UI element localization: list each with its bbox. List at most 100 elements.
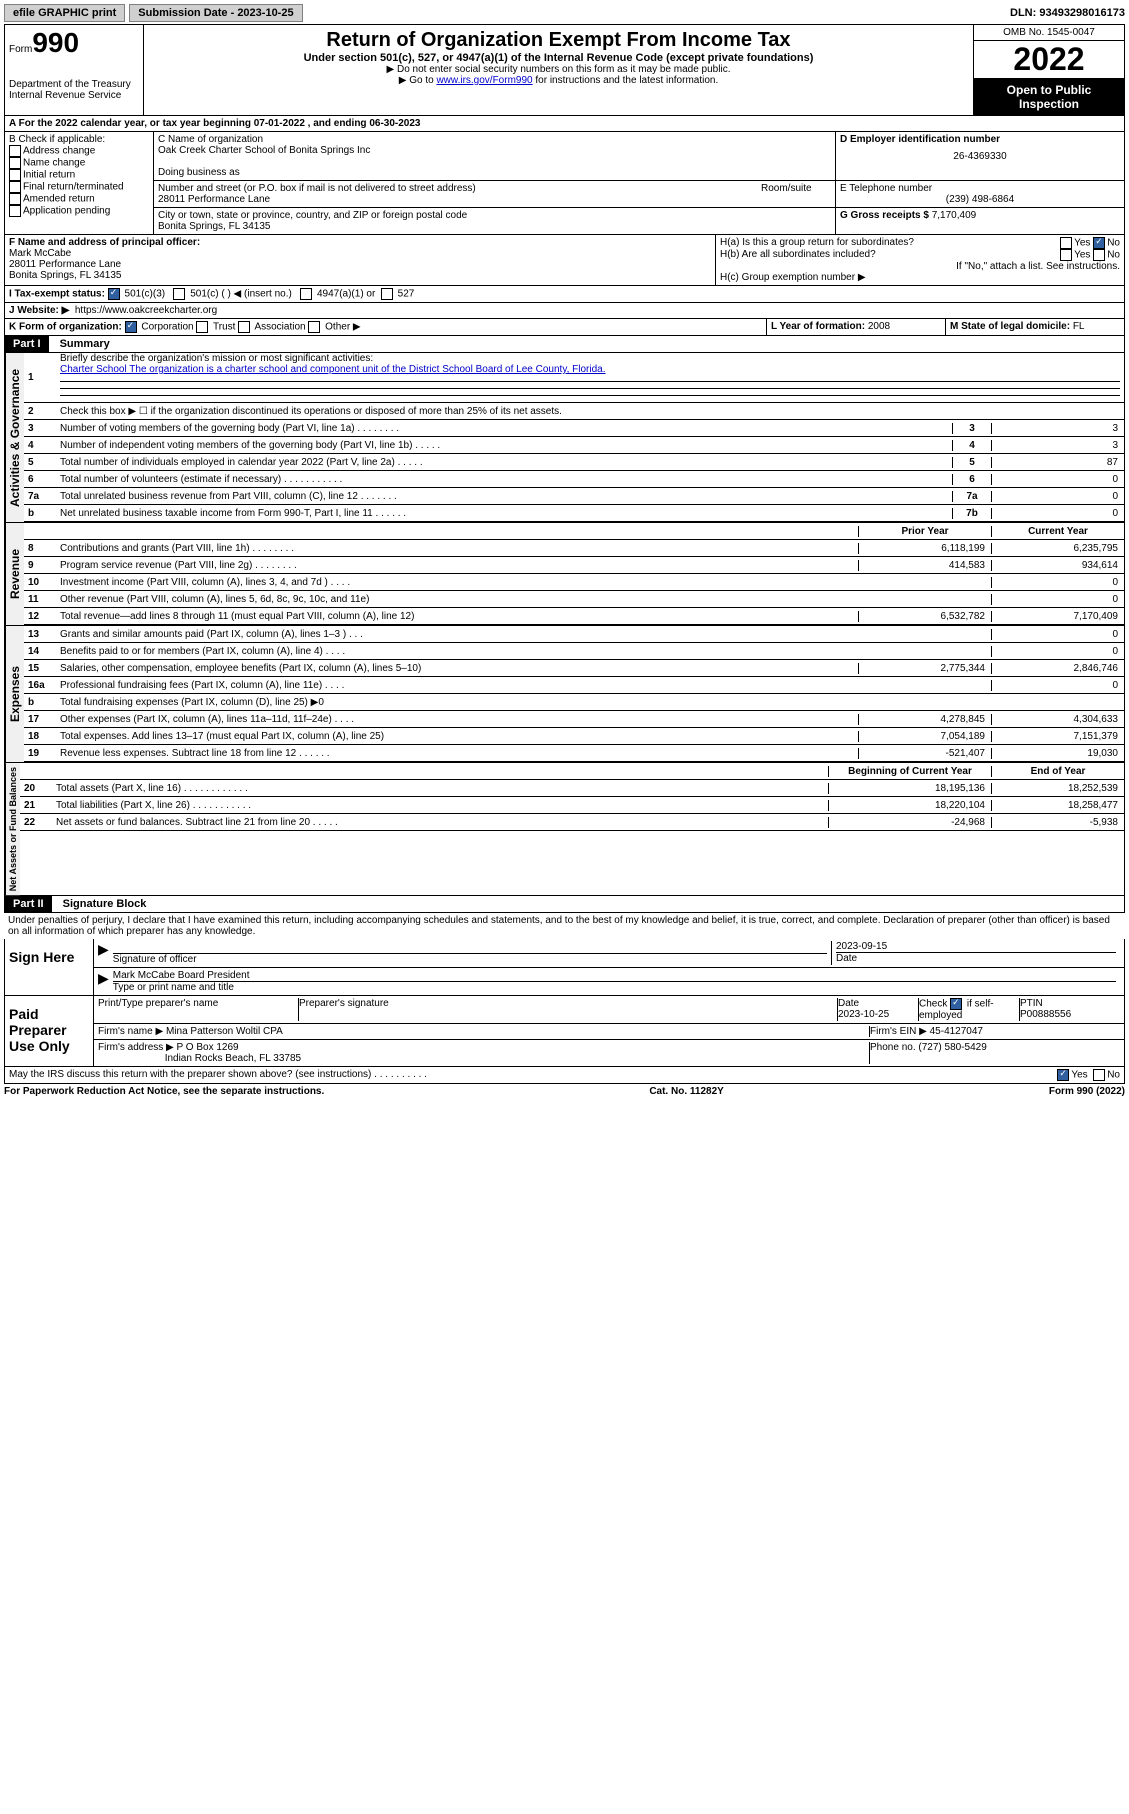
table-row: 15Salaries, other compensation, employee… bbox=[24, 660, 1124, 677]
addr-cell: Number and street (or P.O. box if mail i… bbox=[154, 181, 836, 207]
table-row: 14Benefits paid to or for members (Part … bbox=[24, 643, 1124, 660]
part1-title: Summary bbox=[52, 336, 118, 352]
gross-receipts: 7,170,409 bbox=[932, 210, 977, 221]
i-4947[interactable] bbox=[300, 288, 312, 300]
discuss-yes[interactable] bbox=[1057, 1069, 1069, 1081]
footer-mid: Cat. No. 11282Y bbox=[649, 1086, 723, 1097]
section-bcd: B Check if applicable: Address change Na… bbox=[4, 132, 1125, 235]
irs-link[interactable]: www.irs.gov/Form990 bbox=[436, 75, 532, 86]
city-value: Bonita Springs, FL 34135 bbox=[158, 221, 831, 232]
table-row: 10Investment income (Part VIII, column (… bbox=[24, 574, 1124, 591]
check-amended[interactable] bbox=[9, 193, 21, 205]
dept-label: Department of the Treasury Internal Reve… bbox=[9, 79, 139, 101]
dln-text: DLN: 93493298016173 bbox=[1010, 7, 1125, 19]
ha-no[interactable] bbox=[1093, 237, 1105, 249]
e-label: E Telephone number bbox=[840, 183, 1120, 194]
arrow-icon: ▶ bbox=[98, 970, 109, 993]
rev-section: Revenue Prior Year Current Year 8Contrib… bbox=[4, 523, 1125, 626]
table-row: 11Other revenue (Part VIII, column (A), … bbox=[24, 591, 1124, 608]
room-label: Room/suite bbox=[757, 183, 831, 205]
i-501c[interactable] bbox=[173, 288, 185, 300]
header-right: OMB No. 1545-0047 2022 Open to Public In… bbox=[973, 25, 1124, 115]
form-subtitle: Under section 501(c), 527, or 4947(a)(1)… bbox=[148, 52, 969, 64]
form-label: Form bbox=[9, 44, 32, 55]
d-label: D Employer identification number bbox=[840, 134, 1120, 145]
row-fh: F Name and address of principal officer:… bbox=[4, 235, 1125, 286]
k-other[interactable] bbox=[308, 321, 320, 333]
city-label: City or town, state or province, country… bbox=[158, 210, 831, 221]
sign-here-block: Sign Here ▶ Signature of officer 2023-09… bbox=[4, 939, 1125, 996]
part2-header: Part II bbox=[5, 896, 52, 912]
part2-header-row: Part II Signature Block bbox=[4, 896, 1125, 913]
footer: For Paperwork Reduction Act Notice, see … bbox=[4, 1084, 1125, 1099]
hb-no[interactable] bbox=[1093, 249, 1105, 261]
table-row: 12Total revenue—add lines 8 through 11 (… bbox=[24, 608, 1124, 625]
website-value: https://www.oakcreekcharter.org bbox=[75, 305, 217, 316]
form-header: Form990 Department of the Treasury Inter… bbox=[4, 24, 1125, 116]
omb-number: OMB No. 1545-0047 bbox=[974, 25, 1124, 41]
table-row: 8Contributions and grants (Part VIII, li… bbox=[24, 540, 1124, 557]
gov-section: Activities & Governance 1 Briefly descri… bbox=[4, 353, 1125, 523]
form-number: 990 bbox=[32, 27, 79, 58]
footer-right: Form 990 (2022) bbox=[1049, 1086, 1125, 1097]
k-corp[interactable] bbox=[125, 321, 137, 333]
phone-value: (239) 498-6864 bbox=[840, 194, 1120, 205]
self-emp-check[interactable] bbox=[950, 998, 962, 1010]
k-trust[interactable] bbox=[196, 321, 208, 333]
org-name: Oak Creek Charter School of Bonita Sprin… bbox=[158, 145, 831, 156]
table-row: 6Total number of volunteers (estimate if… bbox=[24, 471, 1124, 488]
table-row: 9Program service revenue (Part VIII, lin… bbox=[24, 557, 1124, 574]
table-row: bTotal fundraising expenses (Part IX, co… bbox=[24, 694, 1124, 711]
table-row: 7aTotal unrelated business revenue from … bbox=[24, 488, 1124, 505]
footer-left: For Paperwork Reduction Act Notice, see … bbox=[4, 1086, 324, 1097]
f-officer: F Name and address of principal officer:… bbox=[5, 235, 716, 285]
col-cd: C Name of organization Oak Creek Charter… bbox=[154, 132, 1124, 234]
check-addr[interactable] bbox=[9, 145, 21, 157]
col-b: B Check if applicable: Address change Na… bbox=[5, 132, 154, 234]
i-527[interactable] bbox=[381, 288, 393, 300]
table-row: 5Total number of individuals employed in… bbox=[24, 454, 1124, 471]
g-receipts-cell: G Gross receipts $ 7,170,409 bbox=[836, 208, 1124, 234]
row-a: A For the 2022 calendar year, or tax yea… bbox=[4, 116, 1125, 132]
table-row: 16aProfessional fundraising fees (Part I… bbox=[24, 677, 1124, 694]
ha-yes[interactable] bbox=[1060, 237, 1072, 249]
check-pending[interactable] bbox=[9, 205, 21, 217]
side-exp: Expenses bbox=[5, 626, 24, 762]
declaration: Under penalties of perjury, I declare th… bbox=[4, 913, 1125, 939]
check-final[interactable] bbox=[9, 181, 21, 193]
table-row: 22Net assets or fund balances. Subtract … bbox=[20, 814, 1124, 831]
part2-title: Signature Block bbox=[55, 896, 155, 912]
hb-yes[interactable] bbox=[1060, 249, 1072, 261]
exp-section: Expenses 13Grants and similar amounts pa… bbox=[4, 626, 1125, 763]
submission-date-button[interactable]: Submission Date - 2023-10-25 bbox=[129, 4, 302, 22]
side-gov: Activities & Governance bbox=[5, 353, 24, 522]
discuss-no[interactable] bbox=[1093, 1069, 1105, 1081]
mission-text[interactable]: Charter School The organization is a cha… bbox=[60, 364, 605, 375]
dba-label: Doing business as bbox=[158, 167, 831, 178]
efile-button[interactable]: efile GRAPHIC print bbox=[4, 4, 125, 22]
addr-label: Number and street (or P.O. box if mail i… bbox=[158, 183, 757, 194]
table-row: 18Total expenses. Add lines 13–17 (must … bbox=[24, 728, 1124, 745]
table-row: 21Total liabilities (Part X, line 26) . … bbox=[20, 797, 1124, 814]
arrow-icon: ▶ bbox=[98, 941, 109, 965]
form-note1: ▶ Do not enter social security numbers o… bbox=[148, 64, 969, 75]
table-row: 13Grants and similar amounts paid (Part … bbox=[24, 626, 1124, 643]
side-net: Net Assets or Fund Balances bbox=[5, 763, 20, 895]
row-i: I Tax-exempt status: 501(c)(3) 501(c) ( … bbox=[4, 286, 1125, 303]
discuss-row: May the IRS discuss this return with the… bbox=[4, 1067, 1125, 1084]
d-ein-cell: D Employer identification number 26-4369… bbox=[836, 132, 1124, 180]
table-row: 4Number of independent voting members of… bbox=[24, 437, 1124, 454]
table-row: 20Total assets (Part X, line 16) . . . .… bbox=[20, 780, 1124, 797]
e-phone-cell: E Telephone number (239) 498-6864 bbox=[836, 181, 1124, 207]
table-row: 17Other expenses (Part IX, column (A), l… bbox=[24, 711, 1124, 728]
paid-label: Paid Preparer Use Only bbox=[5, 996, 93, 1066]
check-name[interactable] bbox=[9, 157, 21, 169]
form-note2: ▶ Go to www.irs.gov/Form990 for instruct… bbox=[148, 75, 969, 86]
k-assoc[interactable] bbox=[238, 321, 250, 333]
i-501c3[interactable] bbox=[108, 288, 120, 300]
h-group: H(a) Is this a group return for subordin… bbox=[716, 235, 1124, 285]
sign-here-label: Sign Here bbox=[5, 939, 93, 995]
part1-header: Part I bbox=[5, 336, 49, 352]
net-section: Net Assets or Fund Balances Beginning of… bbox=[4, 763, 1125, 896]
check-initial[interactable] bbox=[9, 169, 21, 181]
